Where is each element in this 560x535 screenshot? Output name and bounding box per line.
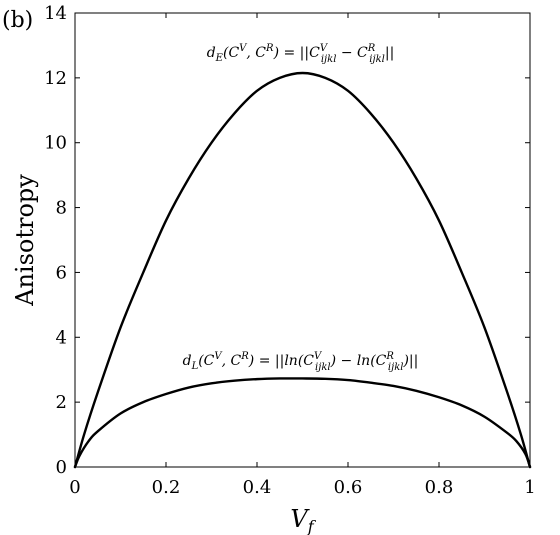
annotation-layer: dE(CV, CR) = ||CV ijkl − CR ijkl|| dL(CV, C… xyxy=(183,43,419,373)
series-layer xyxy=(73,71,532,469)
y-axis-label: Anisotropy xyxy=(11,174,39,307)
series-line-2 xyxy=(73,377,532,469)
y-tick-label: 14 xyxy=(44,3,67,24)
y-axis-ticks: 0 2 4 6 8 10 12 14 xyxy=(44,3,530,478)
annotation-formula-1: dE(CV, CR) = ||CV ijkl − CR ijkl|| xyxy=(207,43,395,65)
y-tick-label: 6 xyxy=(56,262,67,283)
x-tick-label: 1 xyxy=(524,477,535,498)
y-tick-label: 0 xyxy=(56,457,67,478)
x-tick-label: 0.4 xyxy=(243,477,272,498)
x-axis-ticks: 0 0.2 0.4 0.6 0.8 1 xyxy=(69,13,536,498)
panel-label: (b) xyxy=(2,8,33,33)
y-tick-label: 4 xyxy=(56,327,67,348)
x-tick-label: 0.6 xyxy=(334,477,363,498)
annotation-formula-2: dL(CV, CR) = ||ln(CV ijkl) − ln(CR ijkl)|| xyxy=(183,351,419,373)
series-line-1 xyxy=(73,71,532,469)
y-tick-label: 10 xyxy=(44,133,67,154)
x-axis-label-sub: f xyxy=(307,517,317,535)
x-tick-label: 0 xyxy=(69,477,80,498)
x-tick-label: 0.8 xyxy=(425,477,454,498)
y-tick-label: 8 xyxy=(56,198,67,219)
x-tick-label: 0.2 xyxy=(152,477,181,498)
plot-frame xyxy=(74,12,531,468)
x-axis-label-main: V xyxy=(290,505,310,533)
x-axis-label: Vf xyxy=(290,505,316,535)
y-tick-label: 2 xyxy=(56,392,67,413)
y-tick-label: 12 xyxy=(44,68,67,89)
